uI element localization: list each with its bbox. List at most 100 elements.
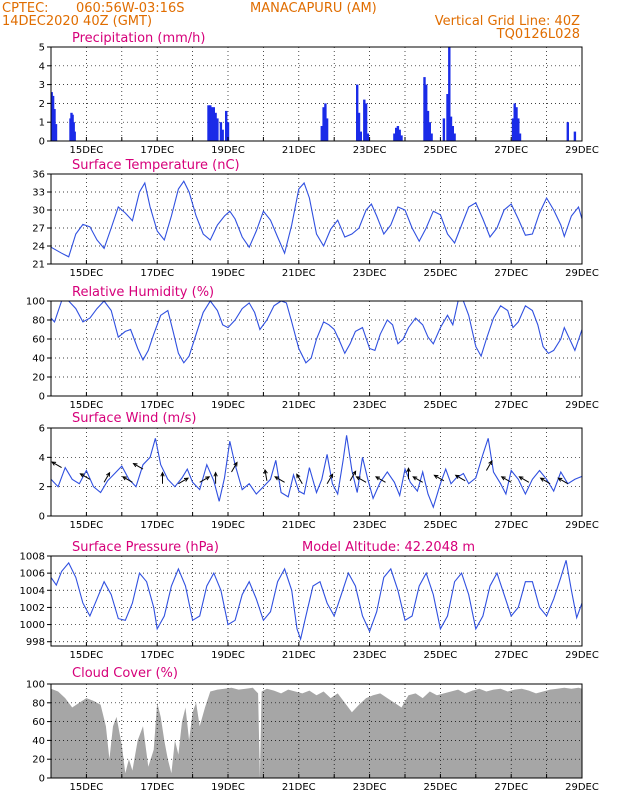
wind-vector-head [406, 467, 411, 473]
precipitation-title: Precipitation (mm/h) [72, 31, 205, 46]
wind-vector-shaft [455, 474, 466, 482]
panel-cloud-cover: Cloud Cover (%) 0 20 40 60 80 100 15DEC 17DEC 19… [26, 666, 599, 793]
wind-xtick-label: 21DEC [282, 520, 316, 531]
wind-xtick-label: 27DEC [494, 520, 528, 531]
cloud-xtick-label: 29DEC [565, 782, 599, 793]
precip-bar [423, 77, 426, 141]
wind-xtick-label: 19DEC [211, 520, 245, 531]
humidity-xtick-label: 23DEC [353, 400, 387, 411]
wind-vector-shaft [434, 474, 445, 482]
temp-xtick-label: 21DEC [282, 268, 316, 279]
pressure-xtick-label: 23DEC [353, 650, 387, 661]
precip-bar [453, 133, 456, 141]
wind-ytick-label: 2 [39, 482, 45, 493]
cloud-xtick-label: 19DEC [211, 782, 245, 793]
wind-xtick-label: 17DEC [140, 520, 174, 531]
pressure-ytick-label: 1008 [20, 552, 45, 563]
precip-xtick-label: 17DEC [140, 145, 174, 156]
humidity-ytick-label: 40 [32, 354, 45, 365]
wind-vector-shaft [326, 473, 334, 484]
temp-ytick-label: 36 [32, 170, 45, 181]
humidity-frame [50, 300, 583, 397]
temp-ytick-label: 24 [32, 242, 45, 253]
cloud-xtick-label: 23DEC [353, 782, 387, 793]
wind-vector-head [233, 461, 238, 467]
pressure-line-series [50, 560, 583, 642]
wind-vector-head [433, 474, 439, 479]
wind-vector-head [488, 459, 493, 466]
wind-vector-shaft [349, 471, 357, 482]
precip-bar [50, 92, 53, 141]
wind-vector-head [274, 476, 280, 481]
cloud-frame [50, 683, 583, 779]
cloud-ytick-label: 100 [26, 680, 45, 691]
precip-bar [219, 122, 223, 141]
wind-vector-head [183, 477, 190, 482]
precip-ytick-label: 4 [39, 61, 45, 72]
precip-bar [53, 109, 56, 141]
humidity-xtick-label: 21DEC [282, 400, 316, 411]
pressure-xtick-label: 27DEC [494, 650, 528, 661]
precip-bar [322, 107, 325, 141]
humidity-title: Relative Humidity (%) [72, 285, 214, 300]
cloud-xtick-label: 25DEC [424, 782, 458, 793]
header-location: MANACAPURU (AM) [250, 1, 377, 16]
precip-bar [425, 84, 428, 141]
wind-vector-shaft [296, 473, 303, 484]
precip-bar [442, 118, 446, 141]
wind-frame [50, 427, 583, 517]
humidity-line-series [50, 300, 583, 364]
temp-xtick-label: 23DEC [353, 268, 387, 279]
precip-bar [356, 84, 359, 141]
wind-vector-shaft [103, 472, 111, 483]
precip-xtick-label: 19DEC [211, 145, 245, 156]
pressure-xtick-label: 21DEC [282, 650, 316, 661]
precip-bar [517, 118, 520, 141]
humidity-xtick-label: 15DEC [70, 400, 104, 411]
precip-ytick-label: 1 [39, 118, 45, 129]
pressure-title: Surface Pressure (hPa) [72, 540, 219, 555]
humidity-ytick-label: 0 [39, 392, 45, 403]
precip-ytick-label: 3 [39, 80, 45, 91]
precip-xtick-label: 25DEC [424, 145, 458, 156]
wind-vector-shaft [485, 460, 493, 471]
precip-bar [448, 47, 451, 141]
precip-bar [398, 129, 401, 141]
humidity-ytick-label: 80 [32, 316, 45, 327]
precip-bar [209, 105, 212, 141]
temp-xtick-label: 15DEC [70, 268, 104, 279]
humidity-ytick-label: 20 [32, 373, 45, 384]
cloud-ytick-label: 20 [32, 755, 45, 766]
precip-bar [359, 131, 362, 141]
cloud-cover-title: Cloud Cover (%) [72, 666, 178, 681]
wind-line-series [50, 435, 583, 509]
humidity-xtick-label: 25DEC [424, 400, 458, 411]
wind-xtick-label: 23DEC [353, 520, 387, 531]
wind-vector-head [121, 476, 127, 481]
pressure-ytick-label: 1004 [20, 586, 45, 597]
wind-vector-head [160, 471, 165, 477]
temp-xtick-label: 29DEC [565, 268, 599, 279]
wind-vector-shaft [122, 476, 133, 483]
cloud-xtick-label: 15DEC [70, 782, 104, 793]
precip-xtick-label: 27DEC [494, 145, 528, 156]
pressure-ytick-label: 998 [26, 637, 45, 648]
temp-ytick-label: 33 [32, 188, 45, 199]
precip-bar [451, 126, 454, 141]
precip-bar [518, 133, 522, 141]
cloud-xtick-label: 21DEC [282, 782, 316, 793]
wind-vector-shaft [51, 461, 62, 469]
temp-frame [50, 173, 583, 265]
precip-bar [364, 103, 368, 141]
wind-vector-shaft [178, 477, 189, 485]
pressure-ytick-label: 1002 [20, 603, 45, 614]
precip-bar [573, 131, 577, 141]
cloud-ytick-label: 60 [32, 717, 45, 728]
precip-ytick-label: 0 [39, 137, 45, 148]
precip-bar [320, 126, 323, 141]
wind-vector-shaft [519, 476, 530, 483]
precip-bar [513, 103, 516, 141]
header-coords: 060:56W-03:16S [76, 1, 184, 16]
temp-line-series [50, 180, 583, 258]
wind-vector-shaft [231, 462, 238, 473]
